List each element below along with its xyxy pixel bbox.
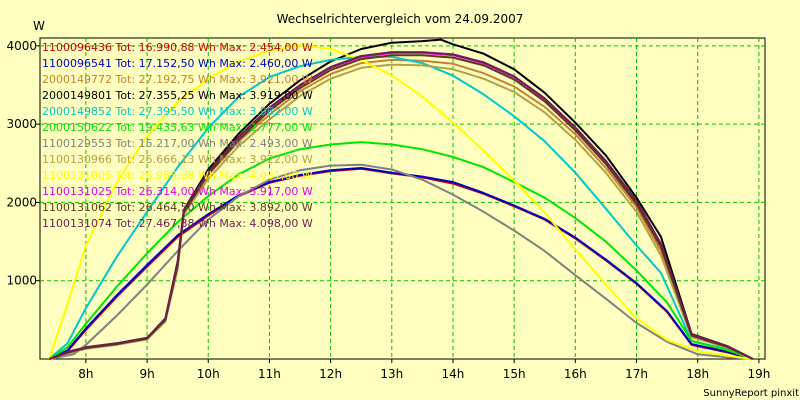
legend-entry-4: 2000149801 Tot: 27.355,25 Wh Max: 3.919,… <box>42 89 313 102</box>
series-line-2 <box>48 167 754 360</box>
y-axis-unit-label: W <box>33 19 45 33</box>
legend-entry-5: 2000149852 Tot: 27.395,50 Wh Max: 3.982,… <box>42 105 313 118</box>
series-line-9 <box>48 44 753 360</box>
legend-entry-7: 1100129553 Tot: 15.217,00 Wh Max: 2.493,… <box>42 137 313 150</box>
plot-area <box>39 37 766 360</box>
series-lines <box>48 38 754 360</box>
x-tick-label: 8h <box>78 367 93 381</box>
series-line-12 <box>48 51 754 360</box>
legend-entry-12: 1100131074 Tot: 27.467,38 Wh Max: 4.098,… <box>42 217 313 230</box>
x-tick-label: 16h <box>564 367 587 381</box>
legend-entry-11: 1100131062 Tot: 26.464,50 Wh Max: 3.892,… <box>42 201 313 214</box>
series-line-7 <box>49 163 753 360</box>
x-tick-label: 12h <box>319 367 342 381</box>
footer-credit: SunnyReport pinxit <box>703 388 799 399</box>
legend-entry-10: 1100131025 Tot: 26.314,00 Wh Max: 3.917,… <box>42 185 313 198</box>
x-tick-label: 19h <box>747 367 770 381</box>
grid-lines <box>40 38 765 359</box>
chart-title: Wechselrichtervergleich vom 24.09.2007 <box>277 12 524 26</box>
y-tick-label: 1000 <box>6 274 37 288</box>
x-tick-label: 18h <box>686 367 709 381</box>
series-line-6 <box>48 141 754 360</box>
y-tick-label: 2000 <box>6 195 37 209</box>
legend: 1100096436 Tot: 16.990,88 Wh Max: 2.454,… <box>42 41 313 230</box>
legend-entry-1: 1100096436 Tot: 16.990,88 Wh Max: 2.454,… <box>42 41 313 54</box>
y-tick-label: 4000 <box>6 39 37 53</box>
series-line-5 <box>48 55 754 360</box>
x-tick-label: 13h <box>380 367 403 381</box>
x-tick-label: 10h <box>197 367 220 381</box>
legend-entry-9: 1100131005 Tot: 26.983,38 Wh Max: 4.031,… <box>42 169 313 182</box>
y-axis: 1000 2000 3000 4000 <box>6 39 40 288</box>
x-tick-label: 9h <box>139 367 154 381</box>
x-tick-label: 11h <box>258 367 281 381</box>
x-tick-label: 15h <box>503 367 526 381</box>
legend-entry-6: 2000150622 Tot: 19.435,63 Wh Max: 2.777,… <box>42 121 313 134</box>
x-axis: 8h 9h 10h 11h 12h 13h 14h 15h 16h 17h 18h 19h <box>78 359 770 381</box>
legend-entry-8: 1100130966 Tot: 25.666,13 Wh Max: 3.922,… <box>42 153 313 166</box>
x-tick-label: 14h <box>442 367 465 381</box>
y-tick-label: 3000 <box>6 117 37 131</box>
x-tick-label: 17h <box>625 367 648 381</box>
legend-entry-3: 2000149772 Tot: 27.192,75 Wh Max: 3.921,… <box>42 73 313 86</box>
legend-entry-2: 1100096541 Tot: 17.152,50 Wh Max: 2.460,… <box>42 57 313 70</box>
